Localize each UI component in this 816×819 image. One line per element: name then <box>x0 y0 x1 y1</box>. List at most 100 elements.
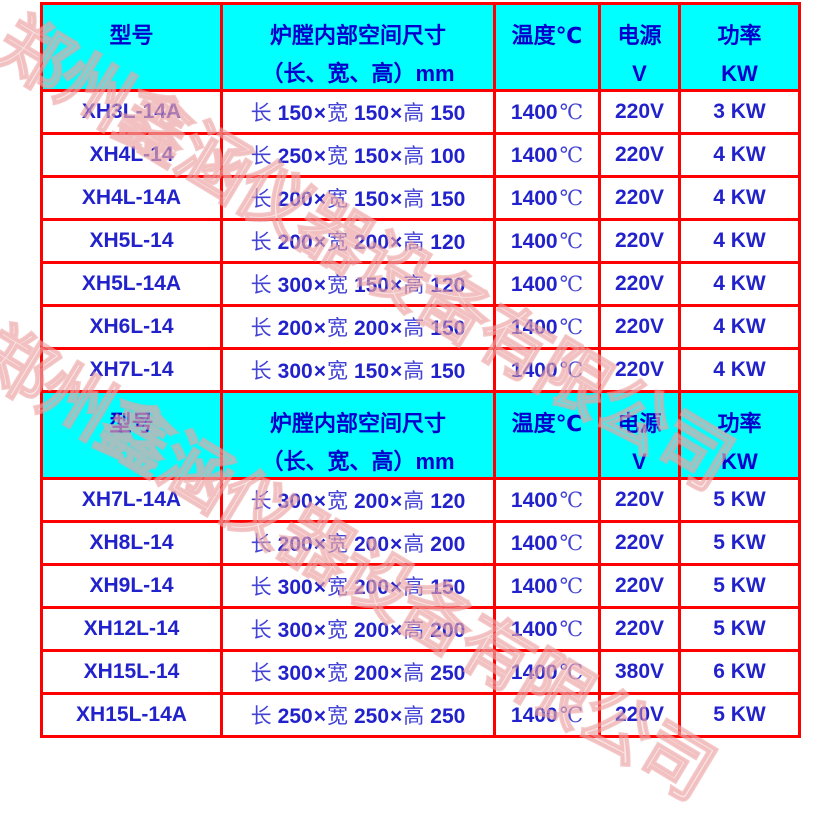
header-row: 型号 炉膛内部空间尺寸 （长、宽、高）mm 温度℃ 电源 V 功率 KW <box>40 2 801 92</box>
power-cell: 4 KW <box>678 347 801 393</box>
temperature-cell: 1400℃ <box>493 606 601 652</box>
header-power: 功率 KW <box>678 2 801 92</box>
spec-row: XH4L-14 长 250×宽 150×高 100 1400℃ 220V 4 KW <box>40 132 801 178</box>
model-cell: XH15L-14 <box>40 649 223 695</box>
voltage-cell: 220V <box>598 606 681 652</box>
header-model: 型号 <box>40 390 223 480</box>
spec-row: XH15L-14A 长 250×宽 250×高 250 1400℃ 220V 5 KW <box>40 692 801 738</box>
temperature-cell: 1400℃ <box>493 304 601 350</box>
header-power-supply-line2: V <box>632 61 647 86</box>
voltage-cell: 220V <box>598 692 681 738</box>
temperature-cell: 1400℃ <box>493 692 601 738</box>
model-cell: XH15L-14A <box>40 692 223 738</box>
power-cell: 4 KW <box>678 218 801 264</box>
power-cell: 5 KW <box>678 692 801 738</box>
dimensions-cell: 长 150×宽 150×高 150 <box>220 89 496 135</box>
power-cell: 5 KW <box>678 520 801 566</box>
spec-row: XH15L-14 长 300×宽 200×高 250 1400℃ 380V 6 KW <box>40 649 801 695</box>
voltage-cell: 220V <box>598 347 681 393</box>
dimensions-cell: 长 200×宽 150×高 150 <box>220 175 496 221</box>
header-model-label: 型号 <box>109 411 154 436</box>
header-power-supply: 电源 V <box>598 390 681 480</box>
power-cell: 4 KW <box>678 132 801 178</box>
model-cell: XH4L-14 <box>40 132 223 178</box>
temperature-cell: 1400℃ <box>493 520 601 566</box>
section-2-rows: XH7L-14A 长 300×宽 200×高 120 1400℃ 220V 5 KW … <box>40 477 801 738</box>
model-cell: XH7L-14A <box>40 477 223 523</box>
model-cell: XH4L-14A <box>40 175 223 221</box>
power-cell: 4 KW <box>678 175 801 221</box>
furnace-spec-table: 型号 炉膛内部空间尺寸 （长、宽、高）mm 温度℃ 电源 V 功率 KW <box>40 2 801 738</box>
header-power-line1: 功率 <box>717 23 762 48</box>
section-1-header: 型号 炉膛内部空间尺寸 （长、宽、高）mm 温度℃ 电源 V 功率 KW <box>40 2 801 92</box>
temperature-cell: 1400℃ <box>493 563 601 609</box>
temperature-cell: 1400℃ <box>493 218 601 264</box>
voltage-cell: 220V <box>598 218 681 264</box>
header-temperature: 温度℃ <box>493 390 601 480</box>
spec-row: XH5L-14A 长 300×宽 150×高 120 1400℃ 220V 4 KW <box>40 261 801 307</box>
section-1-rows: XH3L-14A 长 150×宽 150×高 150 1400℃ 220V 3 KW … <box>40 89 801 393</box>
header-chamber-size: 炉膛内部空间尺寸 （长、宽、高）mm <box>220 2 496 92</box>
voltage-cell: 220V <box>598 132 681 178</box>
model-cell: XH3L-14A <box>40 89 223 135</box>
power-cell: 6 KW <box>678 649 801 695</box>
dimensions-cell: 长 200×宽 200×高 120 <box>220 218 496 264</box>
voltage-cell: 220V <box>598 477 681 523</box>
spec-row: XH4L-14A 长 200×宽 150×高 150 1400℃ 220V 4 KW <box>40 175 801 221</box>
dimensions-cell: 长 250×宽 250×高 250 <box>220 692 496 738</box>
dimensions-cell: 长 250×宽 150×高 100 <box>220 132 496 178</box>
voltage-cell: 220V <box>598 175 681 221</box>
temperature-cell: 1400℃ <box>493 261 601 307</box>
power-cell: 4 KW <box>678 261 801 307</box>
model-cell: XH12L-14 <box>40 606 223 652</box>
dimensions-cell: 长 200×宽 200×高 150 <box>220 304 496 350</box>
header-model-label: 型号 <box>109 23 154 48</box>
model-cell: XH6L-14 <box>40 304 223 350</box>
spec-row: XH3L-14A 长 150×宽 150×高 150 1400℃ 220V 3 KW <box>40 89 801 135</box>
header-chamber-line1: 炉膛内部空间尺寸 <box>269 23 446 48</box>
header-chamber-size: 炉膛内部空间尺寸 （长、宽、高）mm <box>220 390 496 480</box>
model-cell: XH8L-14 <box>40 520 223 566</box>
temperature-cell: 1400℃ <box>493 477 601 523</box>
header-row: 型号 炉膛内部空间尺寸 （长、宽、高）mm 温度℃ 电源 V 功率 KW <box>40 390 801 480</box>
model-cell: XH7L-14 <box>40 347 223 393</box>
voltage-cell: 220V <box>598 563 681 609</box>
dimensions-cell: 长 300×宽 200×高 120 <box>220 477 496 523</box>
dimensions-cell: 长 300×宽 150×高 120 <box>220 261 496 307</box>
header-temperature-label: 温度℃ <box>511 23 583 48</box>
header-power-supply: 电源 V <box>598 2 681 92</box>
header-power-supply-line2: V <box>632 449 647 474</box>
spec-row: XH7L-14A 长 300×宽 200×高 120 1400℃ 220V 5 KW <box>40 477 801 523</box>
voltage-cell: 220V <box>598 304 681 350</box>
temperature-cell: 1400℃ <box>493 132 601 178</box>
model-cell: XH9L-14 <box>40 563 223 609</box>
temperature-cell: 1400℃ <box>493 649 601 695</box>
header-model: 型号 <box>40 2 223 92</box>
spec-row: XH8L-14 长 200×宽 200×高 200 1400℃ 220V 5 KW <box>40 520 801 566</box>
dimensions-cell: 长 200×宽 200×高 200 <box>220 520 496 566</box>
power-cell: 3 KW <box>678 89 801 135</box>
header-power-line2: KW <box>721 449 758 474</box>
header-chamber-line2: （长、宽、高）mm <box>261 449 455 474</box>
power-cell: 5 KW <box>678 606 801 652</box>
header-chamber-line1: 炉膛内部空间尺寸 <box>269 411 446 436</box>
dimensions-cell: 长 300×宽 200×高 250 <box>220 649 496 695</box>
dimensions-cell: 长 300×宽 200×高 150 <box>220 563 496 609</box>
model-cell: XH5L-14A <box>40 261 223 307</box>
dimensions-cell: 长 300×宽 150×高 150 <box>220 347 496 393</box>
power-cell: 5 KW <box>678 477 801 523</box>
spec-row: XH9L-14 长 300×宽 200×高 150 1400℃ 220V 5 KW <box>40 563 801 609</box>
header-power-supply-line1: 电源 <box>617 411 662 436</box>
header-chamber-line2: （长、宽、高）mm <box>261 61 455 86</box>
power-cell: 4 KW <box>678 304 801 350</box>
voltage-cell: 220V <box>598 520 681 566</box>
header-temperature: 温度℃ <box>493 2 601 92</box>
spec-row: XH6L-14 长 200×宽 200×高 150 1400℃ 220V 4 KW <box>40 304 801 350</box>
temperature-cell: 1400℃ <box>493 347 601 393</box>
temperature-cell: 1400℃ <box>493 89 601 135</box>
section-2-header: 型号 炉膛内部空间尺寸 （长、宽、高）mm 温度℃ 电源 V 功率 KW <box>40 390 801 480</box>
header-temperature-label: 温度℃ <box>511 411 583 436</box>
header-power: 功率 KW <box>678 390 801 480</box>
voltage-cell: 220V <box>598 261 681 307</box>
page: 郑州鑫涵仪器设备有限公司 郑州鑫涵仪器设备有限公司 型号 炉膛内部空间尺寸 （长… <box>0 0 801 817</box>
